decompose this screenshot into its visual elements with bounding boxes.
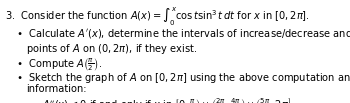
Text: information:: information: — [26, 84, 87, 94]
Text: $\bullet$  Calculate $A^{\prime}(x)$, determine the intervals of increase/decrea: $\bullet$ Calculate $A^{\prime}(x)$, det… — [16, 27, 350, 40]
Text: points of $A$ on $(0, 2\pi)$, if they exist.: points of $A$ on $(0, 2\pi)$, if they ex… — [26, 42, 197, 56]
Text: $-$ $A^{\prime\prime}(x) < 0$ if and only if $x$ in $\left[0, \frac{\pi}{2}\righ: $-$ $A^{\prime\prime}(x) < 0$ if and onl… — [31, 97, 294, 103]
Text: $\bullet$  Compute $A\left(\frac{\pi}{2}\right)$.: $\bullet$ Compute $A\left(\frac{\pi}{2}\… — [16, 56, 102, 73]
Text: $\bullet$  Sketch the graph of $A$ on $[0, 2\pi]$ using the above computation an: $\bullet$ Sketch the graph of $A$ on $[0… — [16, 71, 350, 85]
Text: 3.  Consider the function $A(x) = \int_0^x \cos t \sin^3 t\,dt$ for $x$ in $[0, : 3. Consider the function $A(x) = \int_0^… — [5, 6, 309, 28]
